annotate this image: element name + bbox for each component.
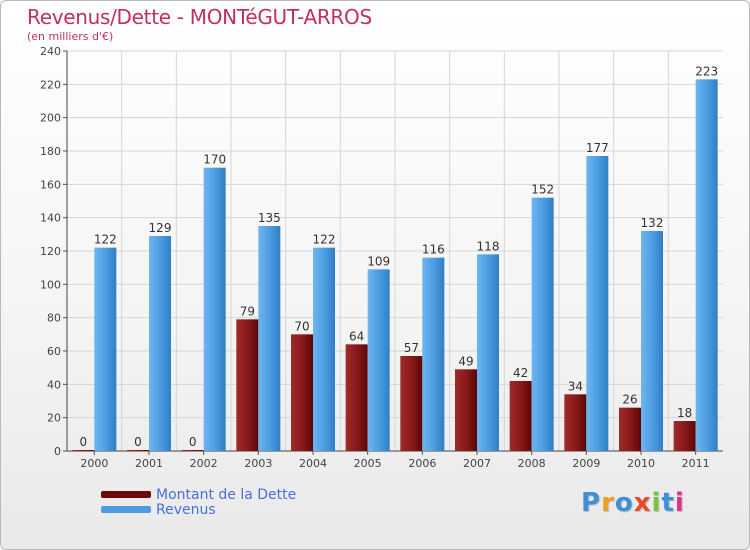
x-tick-label: 2001 [135,457,163,470]
logo-letter: x [633,488,652,518]
y-tick-label: 0 [54,445,61,458]
x-tick-label: 2008 [518,457,546,470]
y-tick-label: 240 [40,45,61,58]
proxiti-logo: Proxiti [581,488,685,518]
y-tick-label: 200 [40,112,61,125]
bar-revenus [422,257,445,451]
x-tick-label: 2010 [627,457,655,470]
x-tick-label: 2006 [408,457,436,470]
data-label: 109 [367,254,390,268]
data-label: 18 [677,406,692,420]
bar-dette [72,450,95,451]
bar-dette [181,450,204,451]
bar-revenus [695,79,718,451]
grid-lines [67,50,723,451]
data-label: 122 [313,233,336,247]
data-label: 0 [134,435,142,449]
data-label: 64 [349,329,364,343]
page-title: Revenus/Dette - MONTéGUT-ARROS [27,5,372,29]
data-label: 70 [294,319,309,333]
bar-dette [619,407,641,451]
bar-revenus [367,269,390,451]
bar-dette [345,344,368,451]
y-tick-label: 180 [40,145,61,158]
x-tick-label: 2003 [244,457,272,470]
logo-letter: i [674,488,685,518]
bar-dette [673,421,696,451]
data-label: 170 [203,153,226,167]
logo-letter: P [581,488,602,518]
data-label: 0 [189,435,197,449]
data-label: 177 [586,141,609,155]
bar-dette [127,450,149,451]
data-label: 57 [404,341,419,355]
bars [72,79,718,451]
y-tick-label: 40 [47,378,61,391]
data-label: 132 [641,216,664,230]
data-label: 135 [258,211,281,225]
data-label: 118 [477,239,500,253]
data-label: 116 [422,243,445,257]
x-tick-label: 2004 [299,457,327,470]
data-label: 152 [531,183,554,197]
data-labels: 0 122 0 129 0 170 79 135 70 122 64 109 57 116 49 118 42 1… [80,64,719,449]
data-label: 42 [513,366,528,380]
logo-letter: o [614,488,634,518]
bar-dette [509,381,532,451]
bar-dette [236,319,259,451]
bar-dette [455,369,477,451]
chart-subtitle: (en milliers d'€) [27,30,114,43]
data-label: 79 [240,304,255,318]
bar-revenus [641,231,663,451]
bar-dette [291,334,313,451]
logo-letter: i [651,488,662,518]
data-label: 49 [458,354,473,368]
legend-label-dette: Montant de la Dette [156,487,297,503]
x-tick-label: 2000 [80,457,108,470]
y-tick-label: 100 [40,278,61,291]
y-tick-label: 140 [40,212,61,225]
bar-revenus [149,236,171,451]
y-tick-label: 160 [40,178,61,191]
legend-label-revenus: Revenus [156,502,216,518]
legend-swatch-dette [101,491,151,498]
data-label: 223 [695,64,718,78]
x-tick-label: 2005 [354,457,382,470]
bar-revenus [94,247,117,451]
y-tick-label: 80 [47,312,61,325]
x-tick-label: 2009 [572,457,600,470]
bar-revenus [477,254,499,451]
bar-revenus [586,156,609,451]
data-label: 26 [622,393,637,407]
data-label: 0 [80,435,88,449]
bar-revenus [203,167,226,451]
y-tick-label: 60 [47,345,61,358]
bar-revenus [531,197,554,451]
bar-dette [564,394,587,451]
y-tick-label: 220 [40,78,61,91]
x-tick-label: 2002 [190,457,218,470]
data-label: 34 [568,379,583,393]
bar-revenus [258,226,281,451]
data-label: 122 [94,233,117,247]
logo-letter: t [661,488,675,518]
y-tick-label: 20 [47,412,61,425]
bar-revenus [313,247,335,451]
x-tick-label: 2007 [463,457,491,470]
bar-dette [400,356,423,451]
data-label: 129 [149,221,172,235]
y-tick-label: 120 [40,245,61,258]
legend-swatch-revenus [101,506,151,513]
x-tick-label: 2011 [682,457,710,470]
logo-letter: r [601,488,615,518]
